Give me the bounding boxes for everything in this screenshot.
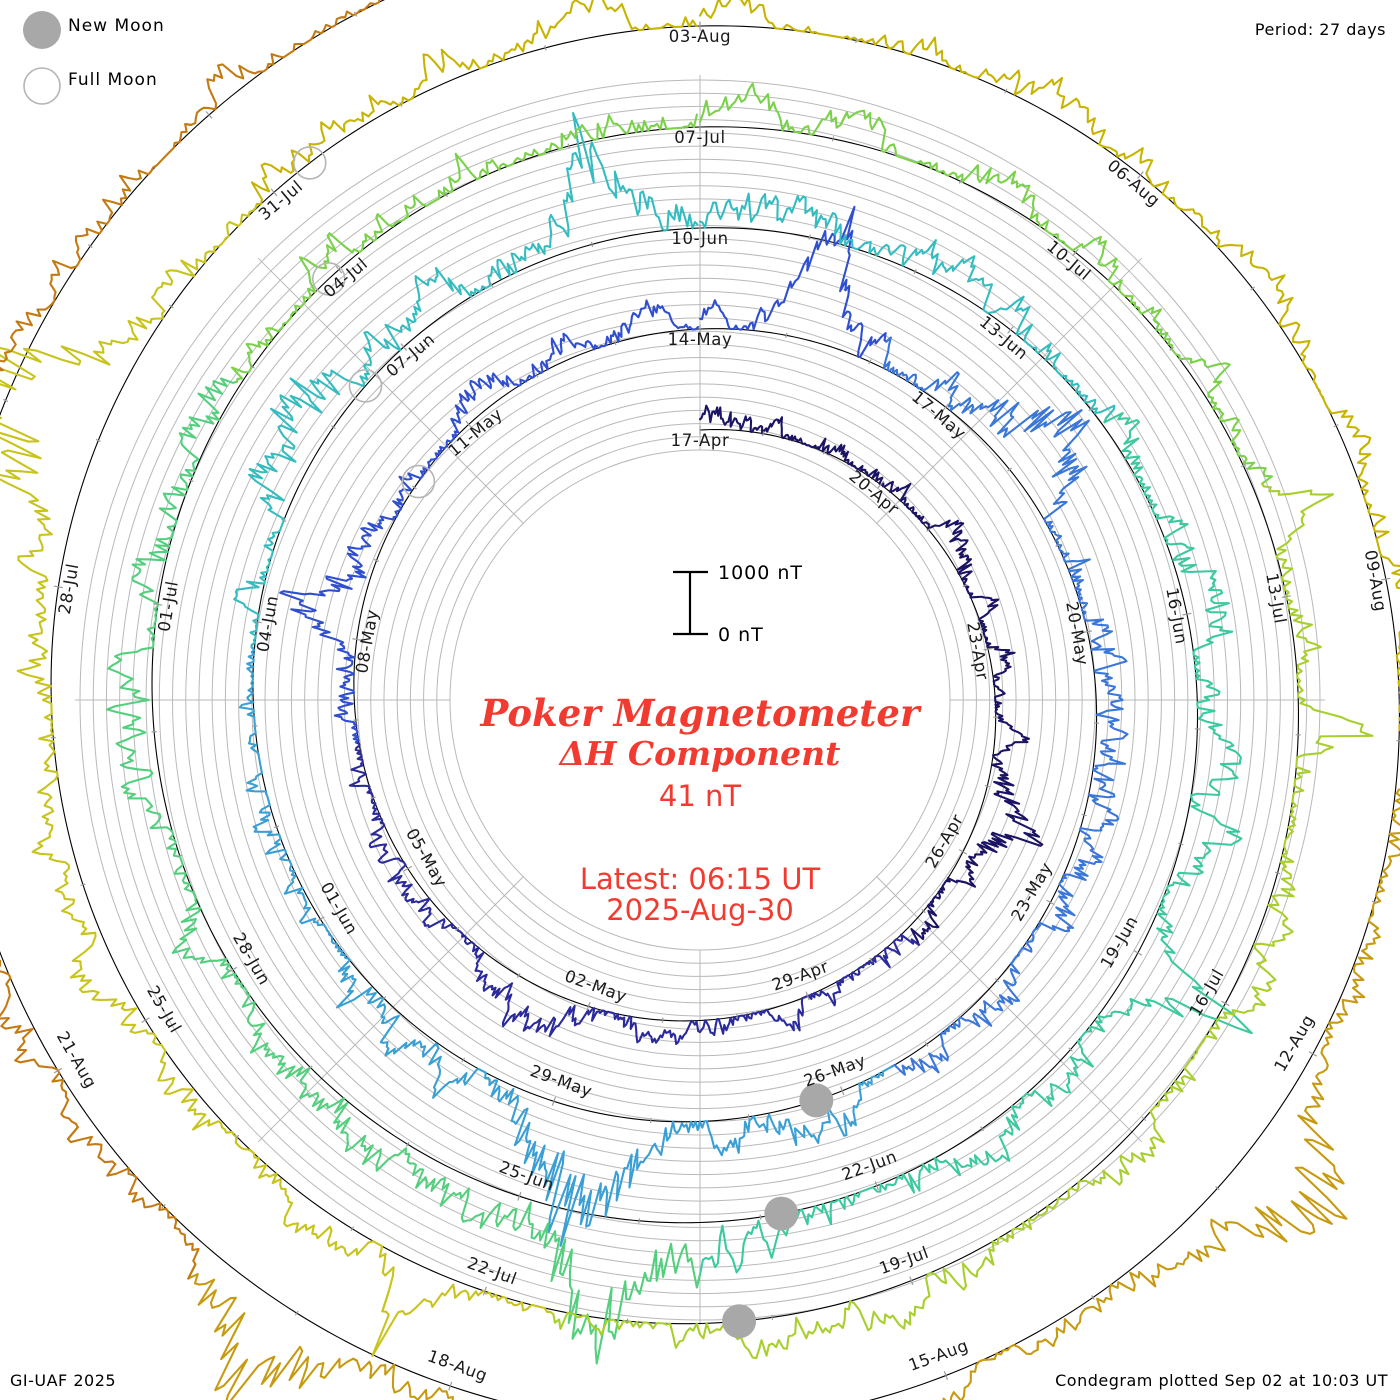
scale-bar: 1000 nT 0 nT [673,562,803,646]
scale-top-label: 1000 nT [718,562,803,584]
date-label: 04-Jun [253,594,282,654]
full-moon-marker [311,262,346,296]
current-value: 41 nT [659,779,741,813]
date-label: 26-May [801,1051,868,1091]
date-label: 25-Jul [143,982,185,1036]
date-label: 19-Jun [1097,913,1142,972]
date-label: 07-Jul [674,128,725,147]
period-label: Period: 27 days [1254,20,1386,39]
center-title-line2: ΔH Component [558,734,841,773]
date-label: 02-May [562,966,629,1006]
scale-bottom-label: 0 nT [718,624,764,646]
latest-date: 2025-Aug-30 [606,893,794,927]
full-moon-marker [348,369,383,403]
latest-time: Latest: 06:15 UT [580,862,821,896]
moon-markers [292,146,834,1339]
date-label: 21-Aug [53,1028,101,1092]
date-label: 28-Jun [229,929,274,988]
date-label: 13-Jul [1262,571,1290,625]
plotted-timestamp: Condegram plotted Sep 02 at 10:03 UT [1055,1371,1388,1390]
full-moon-marker [292,146,327,180]
date-label: 17-Apr [671,431,730,450]
date-label: 10-Jun [671,229,728,248]
full-moon-marker [401,464,436,499]
new-moon-icon [23,11,61,49]
center-title-line1: Poker Magnetometer [480,691,922,735]
date-label: 22-Jun [839,1147,899,1184]
date-label: 16-Jun [1162,586,1191,646]
date-label: 03-Aug [669,27,731,46]
date-label: 29-May [528,1061,595,1101]
date-label: 01-Jun [316,879,361,938]
new-moon-marker [722,1304,757,1339]
legend-new-moon-label: New Moon [68,16,165,36]
credit-label: GI-UAF 2025 [10,1371,117,1390]
date-label: 25-Jun [497,1157,557,1194]
date-label: 12-Aug [1270,1011,1318,1075]
date-label: 28-Jul [55,562,83,616]
new-moon-marker [799,1083,834,1118]
date-label: 18-Aug [425,1346,490,1385]
date-label: 26-Apr [921,811,967,871]
date-label: 07-Jun [383,329,439,380]
date-label: 22-Jul [465,1253,520,1288]
date-label: 06-Aug [1104,156,1164,211]
date-label: 16-Jul [1186,966,1228,1020]
date-label: 23-Apr [963,620,992,681]
full-moon-icon [23,67,61,105]
date-label: 19-Jul [877,1243,932,1278]
date-label: 08-May [352,608,382,675]
date-label: 11-May [445,404,507,460]
date-label: 14-May [668,330,733,349]
legend-icons [23,11,61,105]
new-moon-marker [764,1196,799,1231]
legend-full-moon-label: Full Moon [68,70,158,90]
